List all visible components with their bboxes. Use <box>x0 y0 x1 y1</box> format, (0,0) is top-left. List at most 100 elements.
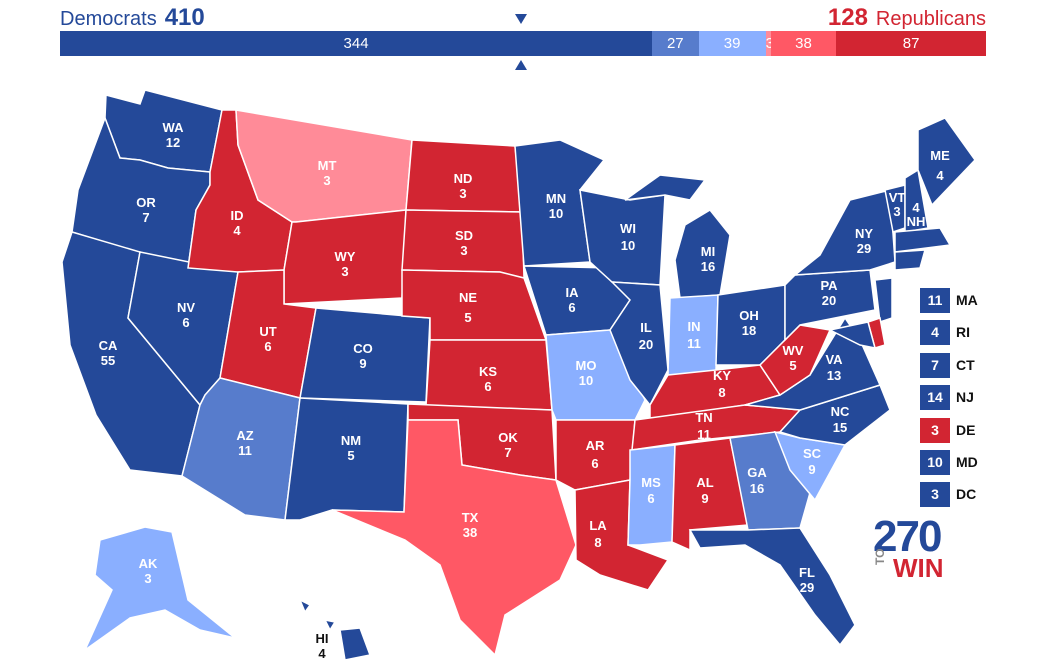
svg-text:LA: LA <box>589 518 607 533</box>
svg-text:6: 6 <box>647 491 654 506</box>
svg-text:16: 16 <box>750 481 764 496</box>
svg-text:5: 5 <box>789 358 796 373</box>
state-WY[interactable]: WY3 <box>283 209 407 305</box>
svg-text:3: 3 <box>460 243 467 258</box>
270towin-logo[interactable]: 270 TO WIN <box>873 512 944 584</box>
state-AL[interactable]: AL9 <box>671 437 749 552</box>
state-ND[interactable]: ND3 <box>405 139 523 213</box>
svg-text:WI: WI <box>620 221 636 236</box>
svg-text:MO: MO <box>576 358 597 373</box>
small-state-box-ma[interactable]: 11 <box>920 288 950 313</box>
state-SC[interactable]: SC9 <box>773 430 847 502</box>
svg-text:SD: SD <box>455 228 473 243</box>
state-CO[interactable]: CO9 <box>299 307 431 403</box>
state-AK[interactable]: AK3 <box>83 526 236 653</box>
svg-text:AK: AK <box>139 556 158 571</box>
svg-text:NV: NV <box>177 300 195 315</box>
small-state-box-de[interactable]: 3 <box>920 418 950 443</box>
state-MA[interactable] <box>894 227 952 253</box>
svg-text:13: 13 <box>827 368 841 383</box>
state-HI[interactable]: HI4 <box>298 598 372 661</box>
small-state-label-ct: CT <box>956 357 975 373</box>
svg-text:OK: OK <box>498 430 518 445</box>
state-NH[interactable]: 4NH <box>904 168 929 233</box>
small-state-box-nj[interactable]: 14 <box>920 385 950 410</box>
svg-text:NY: NY <box>855 226 873 241</box>
svg-text:55: 55 <box>101 353 115 368</box>
svg-text:5: 5 <box>347 448 354 463</box>
state-VT[interactable]: VT3 <box>884 184 906 233</box>
svg-text:4: 4 <box>912 200 920 215</box>
svg-text:IL: IL <box>640 320 652 335</box>
majority-marker-top-icon <box>515 14 527 24</box>
small-state-box-ct[interactable]: 7 <box>920 353 950 378</box>
svg-text:IN: IN <box>688 319 701 334</box>
state-IN[interactable]: IN 11 <box>667 294 719 386</box>
svg-text:3: 3 <box>459 186 466 201</box>
tally-segment-lean-rep[interactable]: 3 <box>765 31 771 56</box>
svg-text:NH: NH <box>907 214 926 229</box>
svg-text:MI: MI <box>701 244 715 259</box>
svg-text:38: 38 <box>463 525 477 540</box>
svg-text:PA: PA <box>820 278 838 293</box>
svg-text:18: 18 <box>742 323 756 338</box>
small-state-label-ma: MA <box>956 292 978 308</box>
svg-text:6: 6 <box>568 300 575 315</box>
state-KS[interactable]: KS6 <box>425 339 553 411</box>
small-state-label-ri: RI <box>956 324 970 340</box>
svg-text:20: 20 <box>639 337 653 352</box>
svg-text:12: 12 <box>166 135 180 150</box>
logo-win: WIN <box>893 553 944 583</box>
svg-text:IA: IA <box>566 285 580 300</box>
svg-text:11: 11 <box>238 443 252 458</box>
svg-text:9: 9 <box>359 356 366 371</box>
state-NJ[interactable] <box>874 277 893 324</box>
state-NM[interactable]: NM5 <box>284 397 409 521</box>
svg-text:6: 6 <box>484 379 491 394</box>
tally-segment-likely-dem[interactable]: 27 <box>652 31 699 56</box>
state-MD[interactable] <box>827 321 877 349</box>
state-AR[interactable]: AR 6 <box>555 419 636 491</box>
svg-text:3: 3 <box>144 571 151 586</box>
small-state-box-md[interactable]: 10 <box>920 450 950 475</box>
small-state-box-dc[interactable]: 3 <box>920 482 950 507</box>
svg-text:11: 11 <box>687 336 701 351</box>
svg-text:NE: NE <box>459 290 477 305</box>
state-ME[interactable]: ME 4 <box>917 117 976 207</box>
svg-text:NM: NM <box>341 433 361 448</box>
tally-segment-likely-rep[interactable]: 38 <box>770 31 837 56</box>
tally-segment-lean-dem[interactable]: 39 <box>698 31 766 56</box>
svg-text:6: 6 <box>264 339 271 354</box>
state-LA[interactable]: LA 8 <box>574 479 670 591</box>
logo-to: TO <box>873 548 887 565</box>
svg-text:4: 4 <box>233 223 241 238</box>
svg-text:UT: UT <box>259 324 276 339</box>
svg-text:AZ: AZ <box>236 428 253 443</box>
state-MS[interactable]: MS6 <box>627 444 676 546</box>
svg-text:5: 5 <box>464 310 471 325</box>
small-state-box-ri[interactable]: 4 <box>920 320 950 345</box>
svg-text:OH: OH <box>739 308 759 323</box>
logo-number: 270 <box>873 512 942 561</box>
svg-text:OR: OR <box>136 195 156 210</box>
state-NE[interactable]: NE 5 <box>401 269 548 341</box>
tally-segment-safe-rep[interactable]: 87 <box>836 31 986 56</box>
state-SD[interactable]: SD3 <box>401 209 525 279</box>
small-state-label-nj: NJ <box>956 389 974 405</box>
state-CT[interactable] <box>894 249 927 271</box>
majority-marker-bottom-icon <box>515 60 527 70</box>
svg-text:AL: AL <box>696 475 713 490</box>
svg-text:10: 10 <box>621 238 635 253</box>
state-IL[interactable]: IL 20 <box>609 281 669 407</box>
svg-text:ND: ND <box>454 171 473 186</box>
svg-text:29: 29 <box>800 580 814 595</box>
tally-segment-safe-dem[interactable]: 344 <box>60 31 653 56</box>
